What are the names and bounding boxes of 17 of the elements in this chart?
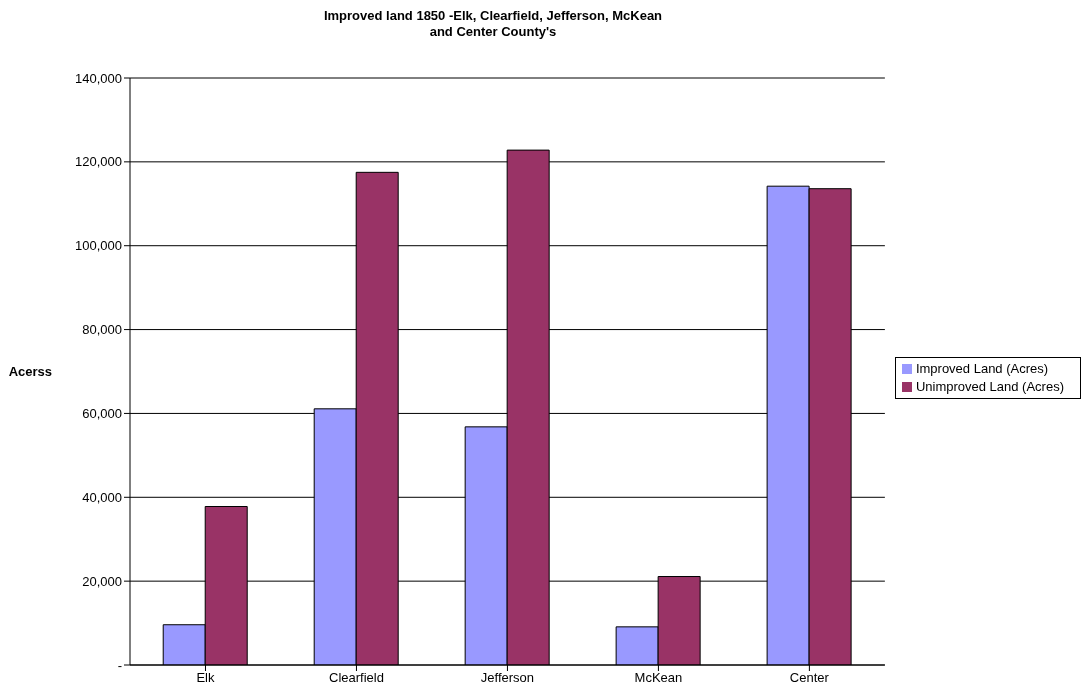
y-axis-title: Acerss — [8, 364, 52, 380]
legend-label: Unimproved Land (Acres) — [915, 378, 1064, 394]
y-tick-label: - — [117, 657, 122, 673]
x-tick-label: Elk — [196, 670, 216, 686]
y-tick-label: 80,000 — [82, 322, 122, 338]
chart-title: Improved land 1850 -Elk, Clearfield, Jefferson, McKean and Center County's — [322, 8, 664, 40]
y-tick-label: 140,000 — [75, 70, 122, 86]
y-tick-label: 60,000 — [82, 406, 122, 422]
legend-label: Improved Land (Acres) — [915, 360, 1049, 376]
y-tick-label: 100,000 — [75, 238, 122, 254]
x-tick-label: Center — [789, 670, 830, 686]
y-tick-label: 120,000 — [75, 154, 122, 170]
x-tick-label: McKean — [634, 670, 683, 686]
x-tick-label: Jefferson — [480, 670, 535, 686]
y-tick-label: 20,000 — [82, 573, 122, 589]
y-tick-label: 40,000 — [82, 489, 122, 505]
x-tick-label: Clearfield — [329, 670, 384, 686]
